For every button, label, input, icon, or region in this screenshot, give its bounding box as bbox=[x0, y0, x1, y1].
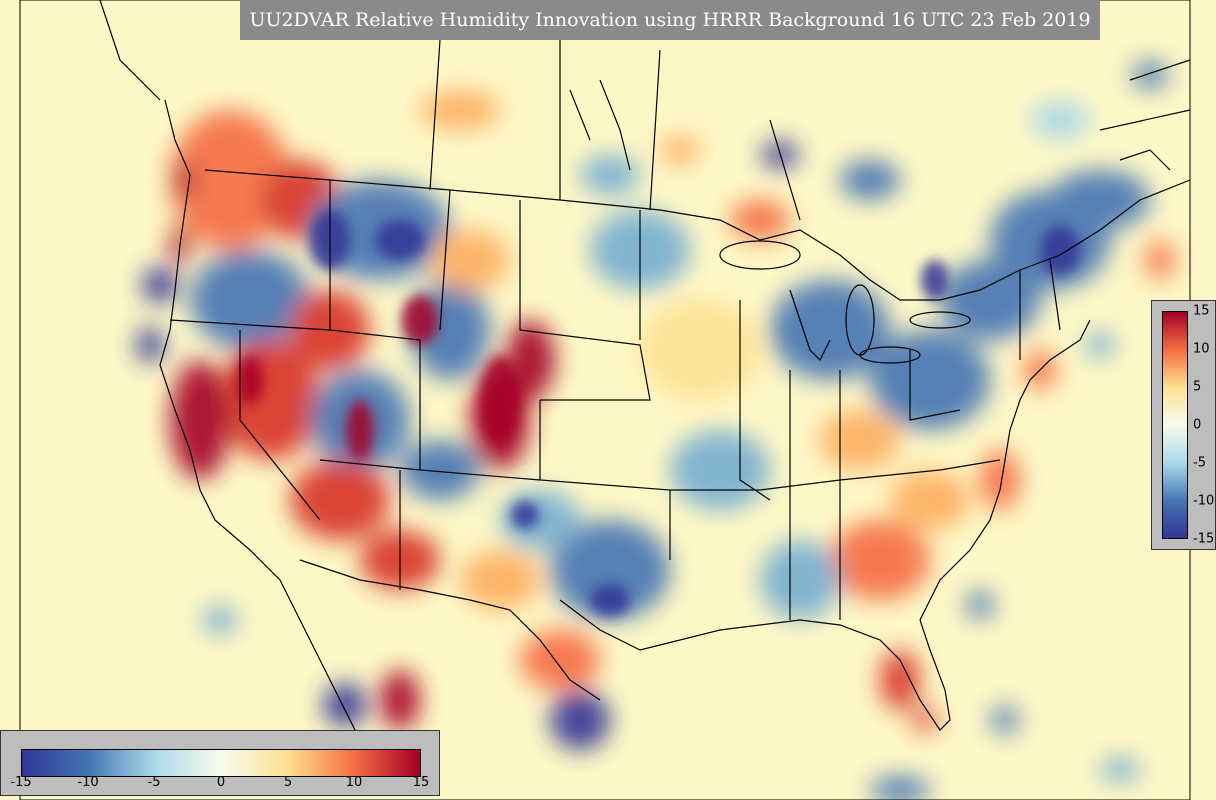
colorbar-htick-5: 5 bbox=[283, 775, 293, 790]
colorbar-htick-0: 0 bbox=[216, 775, 226, 790]
colorbar-horizontal: -15 -10 -5 0 5 10 15 bbox=[0, 730, 440, 796]
colorbar-tick-neg5: -5 bbox=[1193, 455, 1206, 471]
colorbar-htick-neg10: -10 bbox=[77, 775, 99, 790]
colorbar-tick-neg10: -10 bbox=[1193, 493, 1215, 509]
colorbar-tick-10: 10 bbox=[1193, 341, 1210, 357]
colorbar-tick-0: 0 bbox=[1193, 417, 1202, 433]
colorbar-htick-neg15: -15 bbox=[10, 775, 32, 790]
colorbar-vertical: 15 10 5 0 -5 -10 -15 bbox=[1151, 300, 1216, 550]
colorbar-tick-neg15: -15 bbox=[1193, 531, 1215, 547]
colorbar-htick-neg5: -5 bbox=[147, 775, 161, 790]
colorbar-htick-15: 15 bbox=[412, 775, 430, 790]
innovation-field bbox=[136, 61, 1174, 800]
colorbar-tick-5: 5 bbox=[1193, 379, 1202, 395]
colorbar-vertical-gradient bbox=[1162, 311, 1188, 539]
colorbar-htick-10: 10 bbox=[345, 775, 363, 790]
political-boundaries bbox=[99, 0, 1191, 761]
colorbar-tick-15: 15 bbox=[1193, 303, 1210, 319]
map-title: UU2DVAR Relative Humidity Innovation usi… bbox=[240, 0, 1100, 40]
colorbar-horizontal-gradient bbox=[21, 749, 421, 777]
